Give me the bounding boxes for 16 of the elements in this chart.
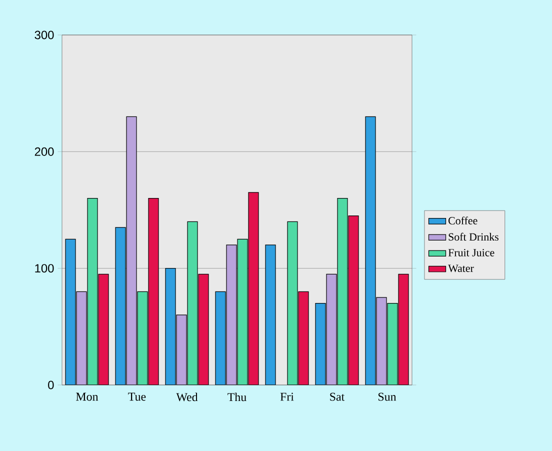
- y-tick-label: 100: [35, 264, 54, 273]
- x-tick-label: Sun: [378, 392, 396, 401]
- y-tick-label: 0: [48, 380, 54, 390]
- x-tick-label: Sat: [330, 392, 345, 401]
- x-tick-label: Mon: [76, 392, 98, 401]
- x-tick-label: Tue: [128, 392, 146, 401]
- bar: [265, 244, 276, 385]
- y-tick-label: 200: [34, 147, 54, 156]
- legend-label: Coffee: [448, 216, 478, 224]
- x-tick-label: Fri: [280, 392, 294, 401]
- legend-label: Fruit Juice: [448, 248, 494, 256]
- legend-label: Water: [448, 264, 474, 272]
- x-tick-label: Thu: [228, 392, 246, 402]
- legend-label: Soft Drinks: [448, 232, 498, 241]
- y-tick-label: 300: [34, 30, 54, 40]
- x-tick-label: Wed: [176, 392, 198, 402]
